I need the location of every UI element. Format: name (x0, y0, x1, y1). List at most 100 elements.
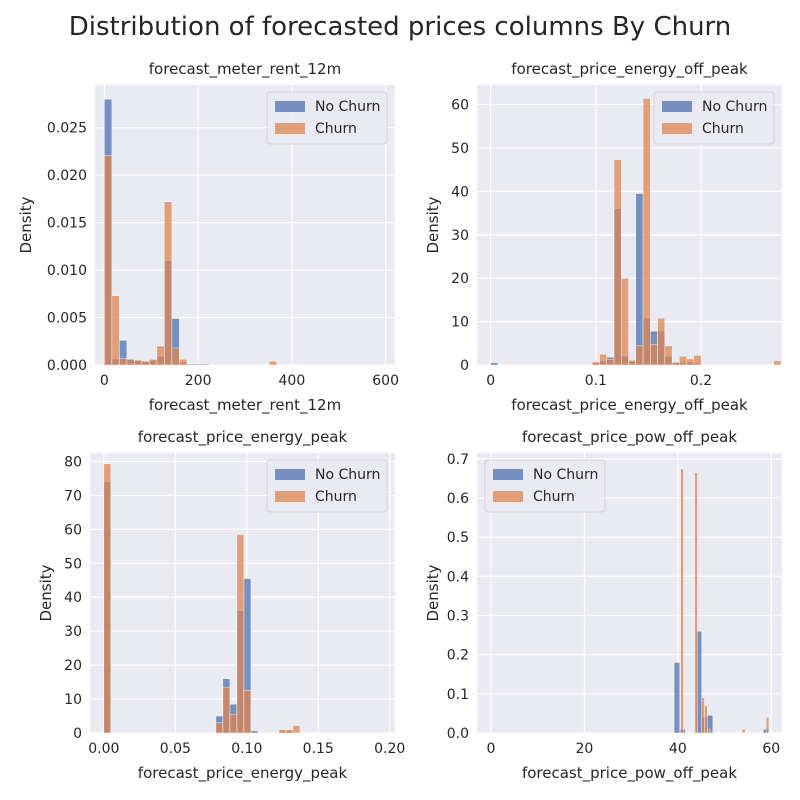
bar-no-churn (635, 193, 644, 366)
bar-churn (635, 345, 644, 366)
bar-churn (222, 686, 231, 734)
bar-churn (141, 361, 150, 366)
legend-swatch-churn (662, 123, 692, 134)
y-tick-label: 60 (64, 522, 82, 538)
y-tick-label: 0.020 (47, 168, 87, 184)
legend-label-no-churn: No Churn (315, 467, 380, 483)
bar-churn (104, 155, 113, 366)
bar-churn (628, 360, 637, 366)
y-tick-label: 0.010 (47, 263, 87, 279)
x-tick-label: 0.2 (690, 373, 712, 389)
y-tick-label: 0.1 (447, 687, 469, 703)
bar-churn (103, 463, 112, 734)
x-tick-label: 40 (669, 741, 687, 757)
y-tick-label: 80 (64, 454, 82, 470)
bar-churn (285, 729, 294, 734)
bar-churn (765, 717, 770, 734)
figure-title: Distribution of forecasted prices column… (69, 12, 732, 42)
bar-churn (742, 728, 746, 734)
bar-churn (621, 277, 629, 366)
y-tick-label: 10 (64, 692, 82, 708)
legend-label-no-churn: No Churn (702, 99, 767, 115)
legend-swatch-churn (493, 491, 523, 502)
bar-no-churn (186, 363, 195, 366)
legend-swatch-no-churn (662, 101, 692, 112)
bar-churn (119, 358, 128, 366)
y-tick-label: 40 (451, 184, 469, 200)
x-tick-label: 600 (372, 373, 399, 389)
y-tick-label: 30 (451, 228, 469, 244)
y-tick-label: 70 (64, 488, 82, 504)
x-tick-label: 0.10 (231, 741, 262, 757)
subplot-energy-peak: 0 10 20 30 40 50 60 70 80 0.00 0.05 0.10 0.15 0.20 for… (37, 428, 405, 783)
y-tick-label: 0.000 (47, 358, 87, 374)
bar-churn (694, 472, 698, 734)
bar-churn (269, 361, 278, 366)
bar-churn (773, 360, 782, 366)
x-tick-label: 20 (576, 741, 594, 757)
bar-churn (164, 201, 173, 366)
bar-churn (229, 714, 238, 734)
legend-label-no-churn: No Churn (315, 99, 380, 115)
subplot-title: forecast_price_energy_peak (138, 428, 348, 447)
bar-churn (134, 360, 143, 366)
y-tick-label: 20 (64, 658, 82, 674)
bar-no-churn (673, 662, 680, 734)
y-tick-label: 10 (451, 315, 469, 331)
y-tick-label: 0.015 (47, 216, 87, 232)
y-tick-label: 0.005 (47, 311, 87, 327)
bar-churn (650, 343, 658, 366)
bar-no-churn (490, 362, 499, 366)
x-tick-label: 0 (487, 741, 496, 757)
bar-churn (243, 690, 252, 734)
y-tick-label: 0 (73, 726, 82, 742)
y-tick-label: 30 (64, 624, 82, 640)
subplot-title: forecast_price_energy_off_peak (511, 60, 748, 79)
y-tick-label: 0.0 (447, 726, 469, 742)
x-axis-label: forecast_price_energy_peak (138, 764, 348, 783)
bar-churn (693, 355, 702, 366)
subplot-energy-off-peak: 0 10 20 30 40 50 60 0 0.1 0.2 forecast_price_energ… (424, 60, 782, 415)
legend-swatch-no-churn (493, 469, 523, 480)
legend-label-churn: Churn (315, 489, 357, 505)
x-tick-label: 0.15 (303, 741, 334, 757)
legend-label-churn: Churn (533, 489, 575, 505)
y-tick-label: 0 (460, 358, 469, 374)
y-tick-label: 50 (451, 141, 469, 157)
legend: No Churn Churn (653, 91, 775, 145)
bar-churn (292, 725, 301, 734)
bar-churn (613, 159, 622, 366)
y-tick-label: 0.7 (447, 452, 469, 468)
x-tick-label: 0 (100, 373, 109, 389)
x-axis-label: forecast_price_pow_off_peak (522, 764, 737, 783)
bar-no-churn (250, 730, 259, 734)
subplot-pow-off-peak: 0.0 0.1 0.2 0.3 0.4 0.5 0.6 0.7 0 20 40 60 forecast_… (424, 428, 782, 783)
y-tick-label: 0.025 (47, 121, 87, 137)
bar-churn (704, 705, 708, 734)
x-tick-label: 0.00 (88, 741, 119, 757)
x-tick-label: 0.20 (374, 741, 405, 757)
legend-swatch-churn (275, 491, 305, 502)
y-tick-label: 0.5 (447, 530, 469, 546)
y-axis-label: Density (17, 196, 35, 253)
y-axis-label: Density (424, 196, 442, 253)
bar-churn (671, 362, 680, 366)
y-tick-label: 40 (64, 590, 82, 606)
bar-churn (111, 295, 120, 366)
y-axis-label: Density (37, 564, 55, 621)
legend: No Churn Churn (266, 459, 388, 513)
legend-swatch-no-churn (275, 469, 305, 480)
bar-churn (664, 345, 673, 366)
bar-churn (179, 359, 188, 366)
y-tick-label: 0.2 (447, 648, 469, 664)
bar-churn (171, 347, 180, 366)
y-tick-label: 0.6 (447, 491, 469, 507)
legend-swatch-no-churn (275, 101, 305, 112)
y-tick-label: 50 (64, 556, 82, 572)
bar-churn (149, 359, 158, 366)
legend-swatch-churn (275, 123, 305, 134)
legend-label-churn: Churn (315, 121, 357, 137)
x-tick-label: 0.05 (160, 741, 191, 757)
legend: No Churn Churn (484, 459, 606, 513)
